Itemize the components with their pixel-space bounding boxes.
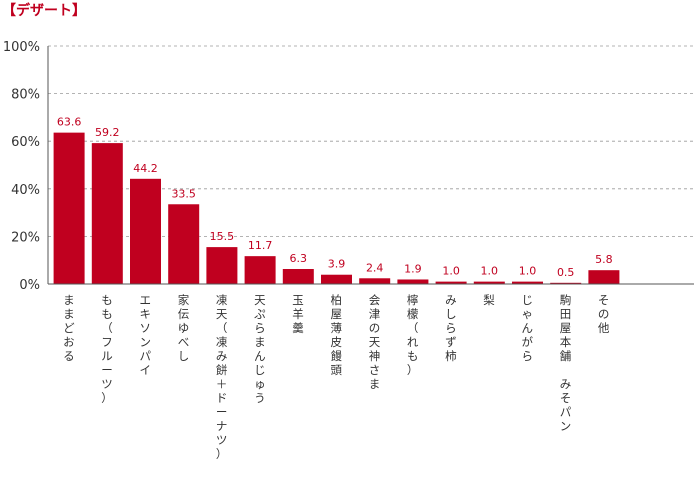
data-label: 2.4 <box>366 261 384 274</box>
bar <box>321 274 352 284</box>
category-label: 天ぷらまんじゅう <box>254 293 266 405</box>
bar <box>550 282 582 284</box>
category-label: 家伝ゆべし <box>178 293 190 363</box>
category-label: ままどおる <box>63 293 75 363</box>
category-label: もも（フルーツ） <box>101 293 113 405</box>
category-label: 凍天（凍み餅＋ドーナツ） <box>216 293 228 461</box>
y-tick-label: 0% <box>19 278 40 293</box>
data-label: 5.8 <box>595 253 613 266</box>
category-labels: ままどおる もも（フルーツ） エキソンパイ 家伝ゆべし 凍天（凍み餅＋ドーナツ） 天ぷらま… <box>63 293 610 461</box>
data-label: 15.5 <box>210 230 235 243</box>
category-label: 会津の天神さま <box>369 293 381 391</box>
category-label: 檸檬（れも） <box>407 293 419 377</box>
bar <box>282 269 314 284</box>
data-label: 63.6 <box>57 116 82 129</box>
y-axis-ticks: 0% 20% 40% 60% 80% 100% <box>3 40 40 293</box>
bar <box>512 281 543 284</box>
bar <box>53 132 85 284</box>
data-label: 6.3 <box>290 252 308 265</box>
chart-title: 【デザート】 <box>2 3 86 19</box>
y-tick-label: 60% <box>11 135 40 150</box>
category-label: 柏屋薄皮饅頭 <box>331 293 343 377</box>
data-label: 33.5 <box>171 187 196 200</box>
category-label: 梨 <box>483 293 495 307</box>
data-label: 1.0 <box>442 265 460 278</box>
data-label: 59.2 <box>95 126 120 139</box>
y-tick-label: 40% <box>11 183 40 198</box>
y-tick-label: 100% <box>3 40 40 55</box>
data-label: 1.0 <box>481 265 499 278</box>
bar <box>473 281 505 284</box>
data-label: 0.5 <box>557 266 575 279</box>
bars <box>53 132 620 284</box>
bar <box>168 204 200 284</box>
category-label: じゃんがら <box>522 293 534 363</box>
category-label: その他 <box>598 293 610 335</box>
data-labels: 63.6 59.2 44.2 33.5 15.5 11.7 6.3 3.9 2.4 1.9 1.0 1… <box>57 116 613 279</box>
data-label: 44.2 <box>133 162 158 175</box>
bar <box>397 279 429 284</box>
category-label: みしらず柿 <box>445 293 457 363</box>
category-label: 玉羊羹 <box>292 293 304 335</box>
bar <box>588 270 620 284</box>
bar <box>435 281 467 284</box>
bar <box>91 143 123 284</box>
data-label: 3.9 <box>328 258 346 271</box>
bar <box>244 256 276 284</box>
axes <box>47 46 694 285</box>
data-label: 1.9 <box>404 262 422 275</box>
bar <box>359 278 391 284</box>
y-tick-label: 80% <box>11 88 40 103</box>
category-label: エキソンパイ <box>140 293 152 377</box>
data-label: 1.0 <box>519 265 537 278</box>
bar <box>130 178 161 284</box>
y-tick-label: 20% <box>11 230 40 245</box>
data-label: 11.7 <box>248 239 273 252</box>
category-label: 駒田屋本舗 みそパン <box>560 293 572 433</box>
bar <box>206 247 238 284</box>
